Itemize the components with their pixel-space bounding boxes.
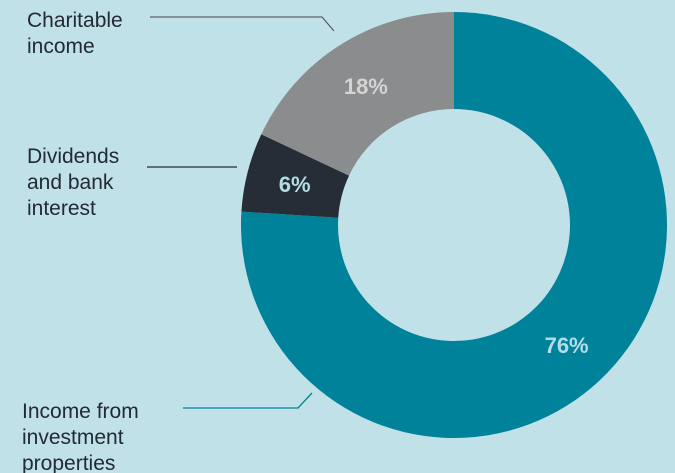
legend-label: Dividends and bank interest	[27, 145, 119, 220]
leader-line	[150, 16, 335, 32]
donut-slice	[261, 12, 454, 176]
legend-label: Charitable income	[27, 9, 123, 58]
donut-slice	[240, 12, 668, 438]
legend-labels: Income from investment properties Dividends…	[22, 9, 139, 473]
slices	[240, 12, 668, 438]
leader-line	[183, 392, 313, 409]
leader-lines	[147, 16, 335, 409]
slice-percent-label: 18%	[344, 74, 388, 99]
slice-percent-label: 6%	[279, 172, 311, 197]
donut-slice	[241, 134, 350, 218]
legend-label: Income from investment properties	[22, 400, 139, 473]
slice-labels: 76% 6% 18%	[279, 74, 589, 358]
slice-percent-label: 76%	[545, 333, 589, 358]
